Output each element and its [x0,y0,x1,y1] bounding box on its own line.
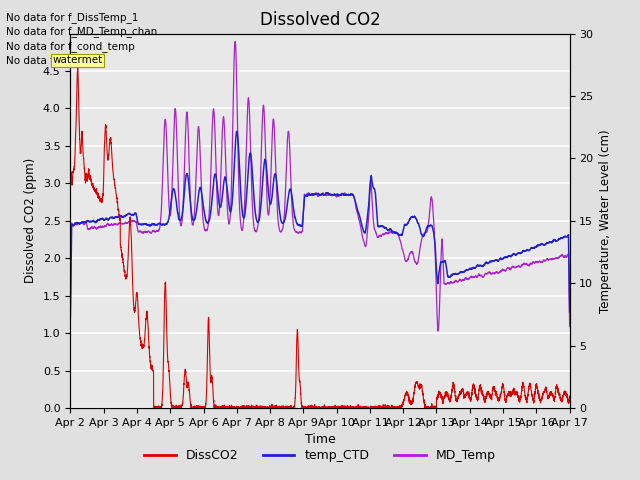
X-axis label: Time: Time [305,433,335,446]
Legend: DissCO2, temp_CTD, MD_Temp: DissCO2, temp_CTD, MD_Temp [140,444,500,467]
Text: No data for f_DissTemp_1: No data for f_DissTemp_1 [6,12,139,23]
Text: No data for f_: No data for f_ [6,55,77,66]
Text: No data for f_cond_temp: No data for f_cond_temp [6,41,135,52]
Text: No data for f_MD_Temp_chan: No data for f_MD_Temp_chan [6,26,157,37]
Text: watermet: watermet [52,55,103,65]
Y-axis label: Dissolved CO2 (ppm): Dissolved CO2 (ppm) [24,158,37,283]
Title: Dissolved CO2: Dissolved CO2 [260,11,380,29]
Y-axis label: Temperature, Water Level (cm): Temperature, Water Level (cm) [599,129,612,312]
